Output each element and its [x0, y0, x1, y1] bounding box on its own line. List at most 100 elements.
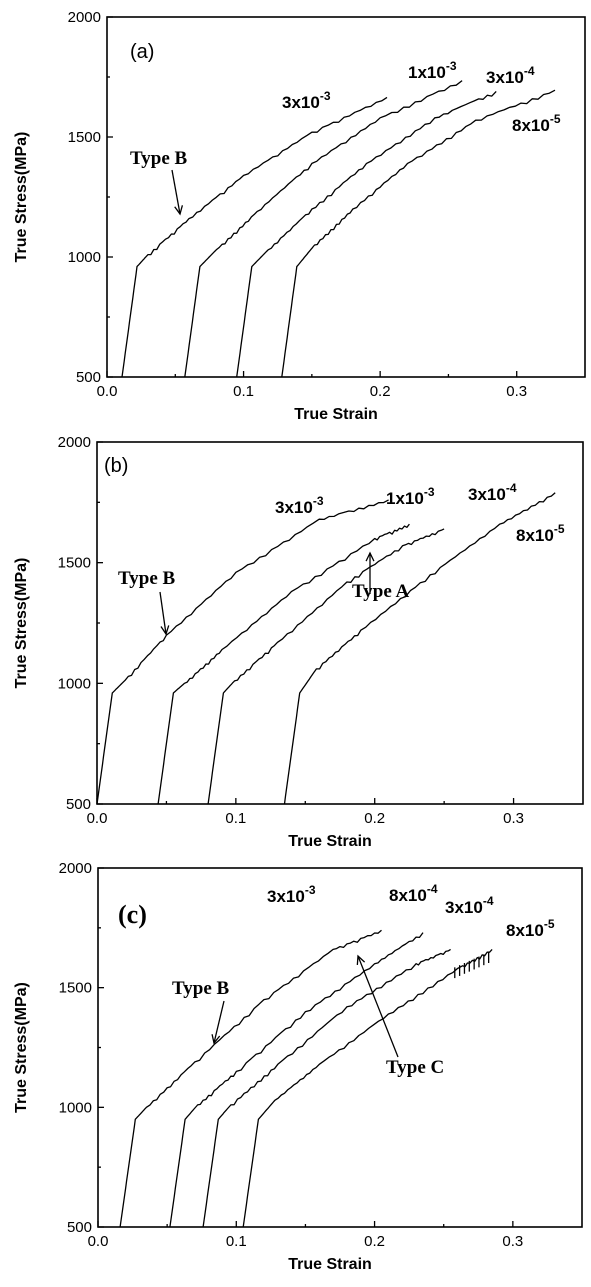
y-tick-label: 1000: [59, 1099, 92, 1116]
annotation-arrow: [159, 591, 167, 635]
x-axis-title: True Strain: [288, 1256, 372, 1273]
series-label-exponent: -4: [483, 894, 494, 908]
series-label-base: 3x10: [275, 498, 313, 517]
series-label-exponent: -3: [320, 89, 331, 103]
y-tick-label: 500: [76, 369, 101, 386]
panel-label: (a): [130, 41, 154, 63]
x-tick-label: 0.1: [225, 810, 246, 827]
series-label: 3x10-4: [468, 481, 517, 504]
series-label-exponent: -3: [313, 494, 324, 508]
series-label: 3x10-3: [267, 883, 316, 906]
x-tick-label: 0.0: [97, 383, 118, 400]
x-tick-label: 0.0: [87, 810, 108, 827]
series-label: 1x10-3: [386, 485, 435, 508]
x-tick-label: 0.2: [370, 383, 391, 400]
series-label-base: 8x10: [512, 116, 550, 135]
series-label-base: 3x10: [267, 887, 305, 906]
series-line: [242, 948, 493, 1228]
series-label-exponent: -5: [544, 917, 555, 931]
series-label-exponent: -3: [424, 485, 435, 499]
x-tick-label: 0.3: [503, 810, 524, 827]
series-label-exponent: -4: [506, 481, 517, 495]
y-tick-label: 1000: [68, 249, 101, 266]
series-label-base: 3x10: [282, 93, 320, 112]
x-tick-label: 0.3: [506, 383, 527, 400]
series-label: 3x10-4: [445, 894, 494, 917]
series-label: 3x10-4: [486, 64, 535, 87]
arrow-head: [365, 551, 375, 562]
series-line: [169, 932, 424, 1228]
y-tick-label: 1500: [58, 555, 91, 572]
chart-panel-a: 0.0 0.1 0.2 0.3 500 1000 1500 2000 True Strain Tr…: [13, 9, 586, 423]
series-line: [281, 89, 556, 378]
series-line: [184, 80, 463, 378]
y-tick-label: 2000: [58, 434, 91, 451]
y-axis-title: True Stress(MPa): [13, 558, 30, 689]
panel-label: (c): [118, 900, 147, 929]
series-line: [96, 499, 389, 805]
y-tick-label: 1500: [59, 980, 92, 997]
arrow-head: [174, 205, 184, 216]
panel-label: (b): [104, 455, 128, 477]
chart-panel-b: 0.0 0.1 0.2 0.3 500 1000 1500 2000 True Strain Tr…: [13, 434, 584, 850]
annotation-label: Type A: [352, 581, 409, 602]
y-tick-label: 500: [67, 1219, 92, 1236]
series-line: [207, 528, 445, 805]
series-label: 3x10-3: [275, 494, 324, 517]
series-label-base: 3x10: [486, 68, 524, 87]
y-tick-label: 2000: [68, 9, 101, 26]
annotation-label: Type C: [386, 1057, 444, 1078]
y-axis-title: True Stress(MPa): [13, 982, 30, 1113]
series-line: [283, 492, 556, 805]
chart-panel-c: 0.0 0.1 0.2 0.3 500 1000 1500 2000 True Strain Tr…: [13, 860, 583, 1273]
series-line: [157, 523, 410, 805]
arrow-head: [211, 1034, 221, 1045]
x-tick-label: 0.2: [364, 810, 385, 827]
x-tick-label: 0.1: [226, 1233, 247, 1250]
annotation-arrow: [213, 1000, 225, 1044]
annotation-label: Type B: [172, 978, 230, 999]
y-axis-title: True Stress(MPa): [13, 132, 30, 263]
series-label-exponent: -5: [550, 112, 561, 126]
x-tick-label: 0.3: [502, 1233, 523, 1250]
series-line: [202, 948, 451, 1228]
series-label-base: 8x10: [506, 921, 544, 940]
series-label-exponent: -5: [554, 522, 565, 536]
y-tick-label: 2000: [59, 860, 92, 877]
y-tick-label: 1000: [58, 675, 91, 692]
series-label-exponent: -3: [305, 883, 316, 897]
x-tick-label: 0.0: [88, 1233, 109, 1250]
series-line: [119, 929, 382, 1228]
arrow-head: [160, 625, 170, 636]
series-label: 8x10-5: [506, 917, 555, 940]
annotation-label: Type B: [118, 568, 176, 589]
series-label-base: 1x10: [408, 63, 446, 82]
series-label-base: 8x10: [516, 526, 554, 545]
series-label: 1x10-3: [408, 59, 457, 82]
annotation-arrow: [171, 169, 181, 215]
series-label-exponent: -4: [427, 882, 438, 896]
series-line: [121, 96, 388, 378]
annotation-arrow: [357, 955, 399, 1058]
x-axis-title: True Strain: [294, 406, 378, 423]
y-tick-label: 1500: [68, 129, 101, 146]
series-label: 8x10-4: [389, 882, 438, 905]
series-label-exponent: -3: [446, 59, 457, 73]
series-line: [236, 90, 497, 378]
series-label-base: 1x10: [386, 489, 424, 508]
y-tick-label: 500: [66, 796, 91, 813]
series-label-base: 3x10: [468, 485, 506, 504]
x-tick-label: 0.1: [233, 383, 254, 400]
series-label: 8x10-5: [512, 112, 561, 135]
series-label-base: 3x10: [445, 898, 483, 917]
plot-frame: [96, 441, 584, 805]
arrow-head: [356, 954, 366, 966]
x-axis-title: True Strain: [288, 833, 372, 850]
x-tick-label: 0.2: [364, 1233, 385, 1250]
series-label-base: 8x10: [389, 886, 427, 905]
series-label-exponent: -4: [524, 64, 535, 78]
series-label: 3x10-3: [282, 89, 331, 112]
annotation-label: Type B: [130, 148, 188, 169]
series-label: 8x10-5: [516, 522, 565, 545]
